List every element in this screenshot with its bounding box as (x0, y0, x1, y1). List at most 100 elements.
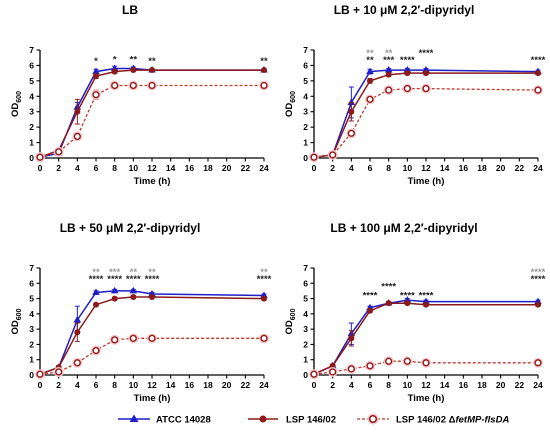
x-tick-label: 4 (75, 163, 80, 173)
significance-label: ***** (383, 48, 394, 66)
series-line (313, 302, 538, 375)
data-point-circle (535, 70, 541, 77)
x-tick-label: 18 (477, 163, 487, 173)
series-3 (35, 80, 269, 163)
data-point-open-circle (403, 84, 411, 93)
data-point-open-circle (111, 81, 119, 90)
data-point-open-circle (92, 91, 100, 99)
x-tick-label: 22 (241, 163, 251, 173)
series-line (313, 87, 539, 158)
series-line (39, 296, 265, 375)
legend-triangle-marker (129, 414, 139, 422)
x-tick-label: 22 (241, 380, 251, 390)
data-point-open-circle (36, 153, 44, 161)
y-tick-label: 6 (29, 278, 34, 288)
x-tick-label: 4 (349, 380, 354, 390)
legend: ATCC 14028 LSP 146/02 LSP 146/02 ΔfetMP-… (118, 413, 509, 426)
series-1 (36, 64, 268, 160)
x-tick-label: 16 (185, 380, 195, 390)
y-axis-label: OD600 (284, 308, 297, 334)
significance-stars: *** (383, 55, 394, 66)
chart-title: LB + 50 μM 2,2′-dipyridyl (60, 221, 201, 235)
y-tick-label: 4 (29, 91, 34, 101)
y-tick-label: 3 (29, 324, 34, 334)
data-point-circle (348, 335, 355, 342)
data-point-triangle (129, 286, 138, 294)
data-point-circle (111, 68, 118, 75)
series-1 (310, 66, 542, 160)
data-point-circle (423, 70, 429, 77)
data-point-open-circle (260, 334, 268, 342)
significance-label: ******* (107, 267, 122, 285)
significance-label: * (113, 54, 117, 65)
significance-stars: **** (531, 55, 546, 66)
data-point-open-circle (347, 129, 355, 137)
data-point-circle (423, 301, 429, 308)
legend-item-mutant: LSP 146/02 ΔfetMP-flsDA (357, 413, 509, 426)
y-axis-label-subscript: 600 (290, 91, 297, 103)
significance-stars: ** (260, 56, 268, 67)
x-tick-label: 12 (421, 380, 431, 390)
y-tick-label: 3 (303, 324, 308, 334)
significance-stars: **** (400, 55, 415, 66)
significance-stars: ** (130, 267, 138, 278)
significance-label: **** (381, 281, 396, 292)
significance-stars: **** (531, 274, 546, 285)
x-tick-label: 18 (203, 163, 213, 173)
x-axis-label: Time (h) (408, 176, 445, 187)
y-tick-label: 1 (303, 355, 308, 365)
chart-title: LB + 10 μM 2,2′-dipyridyl (334, 3, 475, 17)
data-point-circle (367, 77, 373, 84)
x-tick-label: 4 (75, 380, 80, 390)
y-axis-label-main: OD (284, 103, 295, 117)
x-tick-label: 16 (185, 163, 195, 173)
significance-label: ****** (126, 267, 141, 285)
x-tick-label: 16 (459, 163, 469, 173)
x-tick-label: 18 (477, 380, 487, 390)
y-axis-label: OD600 (10, 308, 23, 334)
series-line (313, 69, 539, 158)
data-point-circle (348, 108, 355, 115)
data-point-open-circle (129, 81, 137, 90)
x-tick-label: 14 (440, 380, 450, 390)
data-point-circle (130, 294, 137, 301)
y-tick-label: 2 (303, 122, 308, 132)
y-tick-label: 7 (303, 263, 308, 273)
significance-stars: ** (260, 267, 268, 278)
chart-title: LB + 100 μM 2,2′-dipyridyl (330, 221, 477, 235)
series-3 (309, 356, 543, 380)
x-tick-label: 10 (129, 163, 139, 173)
data-point-open-circle (55, 368, 63, 376)
y-axis-label-subscript: 600 (16, 308, 23, 320)
data-point-triangle (347, 98, 356, 105)
x-tick-label: 2 (56, 163, 61, 173)
data-point-circle (111, 295, 118, 302)
series-1 (36, 286, 268, 377)
y-tick-label: 3 (303, 107, 308, 117)
y-axis-label: OD600 (10, 91, 23, 117)
significance-stars: ** (385, 48, 393, 59)
series-line (313, 72, 538, 158)
y-tick-label: 7 (303, 45, 308, 55)
series-line (39, 290, 265, 375)
x-tick-label: 6 (368, 163, 373, 173)
y-tick-label: 4 (29, 309, 34, 319)
y-tick-label: 1 (303, 138, 308, 148)
y-tick-label: 5 (303, 294, 308, 304)
x-tick-label: 24 (259, 380, 269, 390)
series-line (39, 84, 264, 158)
data-point-circle (130, 67, 137, 74)
x-tick-label: 24 (533, 380, 543, 390)
y-tick-label: 5 (29, 76, 34, 86)
x-tick-label: 6 (94, 380, 99, 390)
significance-stars: **** (107, 274, 122, 285)
series-line (39, 69, 264, 158)
y-tick-label: 2 (29, 122, 34, 132)
data-point-open-circle (329, 368, 337, 376)
x-tick-label: 12 (147, 380, 157, 390)
x-tick-label: 6 (94, 163, 99, 173)
y-tick-label: 0 (29, 153, 34, 163)
